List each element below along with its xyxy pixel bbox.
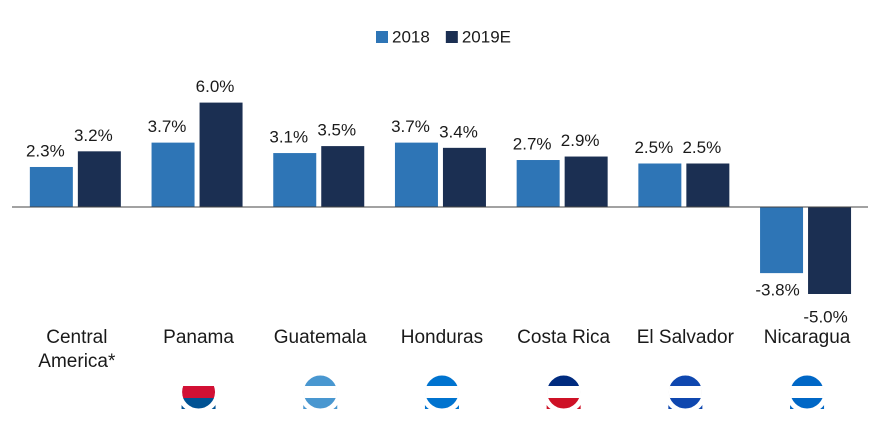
bar xyxy=(442,147,486,207)
bar xyxy=(273,153,317,207)
flag-band xyxy=(181,398,216,409)
data-label: 3.4% xyxy=(439,122,478,141)
flag-band xyxy=(424,398,459,409)
flag-band xyxy=(303,398,338,409)
data-label: 2.5% xyxy=(634,138,673,157)
bar xyxy=(760,207,804,274)
bar xyxy=(686,163,730,207)
data-label: 2.9% xyxy=(561,131,600,150)
flag-mask xyxy=(785,370,829,414)
flag-mask xyxy=(542,370,586,414)
flag-band xyxy=(182,375,216,386)
flag-mask xyxy=(420,370,464,414)
flag-mask xyxy=(663,370,707,414)
category-label: Central America* xyxy=(38,327,116,372)
data-label: 2.3% xyxy=(26,141,65,160)
data-label: 3.2% xyxy=(74,126,113,145)
category-label: Guatemala xyxy=(273,327,367,348)
data-label: 3.1% xyxy=(269,128,308,147)
bar xyxy=(394,142,438,207)
flag-band xyxy=(790,398,825,409)
bar xyxy=(29,166,73,207)
flag-band xyxy=(546,398,581,409)
data-label: -5.0% xyxy=(803,307,847,326)
category-label: Costa Rica xyxy=(517,327,611,348)
data-label: 3.5% xyxy=(317,121,356,140)
flag-band xyxy=(547,375,581,386)
bar xyxy=(564,156,608,207)
category-label: El Salvador xyxy=(636,327,734,348)
bar xyxy=(808,207,852,294)
legend-swatch xyxy=(376,31,388,43)
flag-mask xyxy=(177,370,221,414)
legend-swatch xyxy=(445,31,458,43)
flag-band xyxy=(303,375,337,386)
flag-band xyxy=(425,375,459,386)
flag-band xyxy=(790,375,824,386)
data-label: 3.7% xyxy=(148,117,187,136)
bar xyxy=(321,146,365,207)
bar xyxy=(77,151,121,207)
category-label: Nicaragua xyxy=(763,327,851,348)
flag-mask xyxy=(298,370,342,414)
legend-label: 2019E xyxy=(462,27,511,46)
category-label: Panama xyxy=(163,327,234,348)
data-label: -3.8% xyxy=(755,281,799,300)
data-label: 2.7% xyxy=(513,135,552,154)
data-label: 3.7% xyxy=(391,117,430,136)
data-label: 2.5% xyxy=(682,138,721,157)
legend-label: 2018 xyxy=(392,27,430,46)
bar xyxy=(151,142,195,207)
bar xyxy=(199,102,243,207)
flag-band xyxy=(668,398,703,409)
bar xyxy=(516,160,560,207)
category-label: Honduras xyxy=(400,327,484,348)
data-label: 6.0% xyxy=(196,77,235,96)
flag-band xyxy=(668,375,702,386)
bar xyxy=(638,163,682,207)
